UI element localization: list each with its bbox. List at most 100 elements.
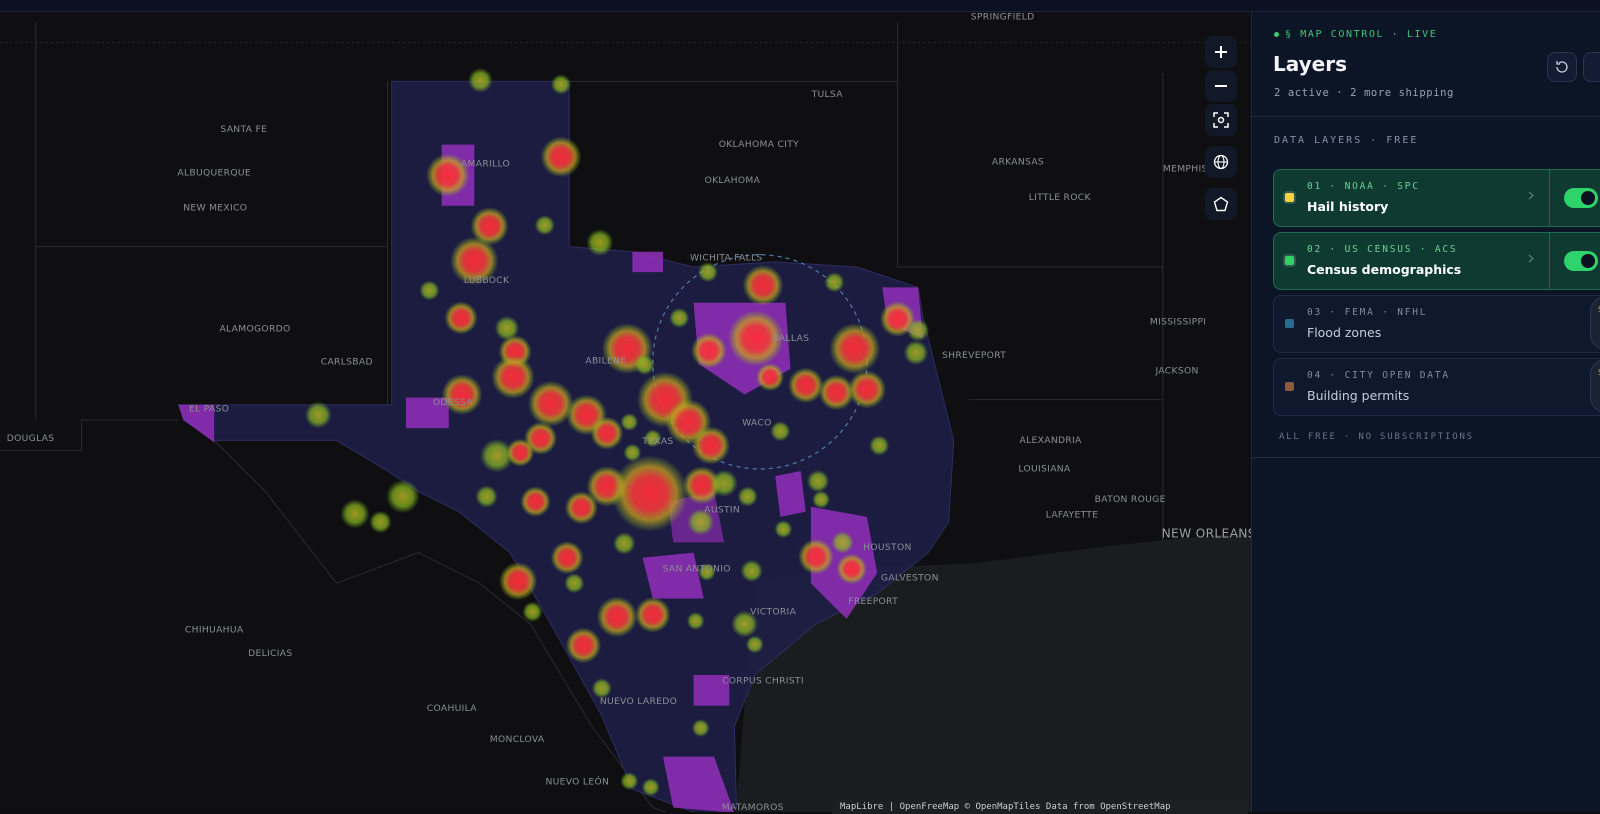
- heat-blob: [869, 435, 890, 456]
- map-label: BATON ROUGE: [1095, 494, 1166, 505]
- heat-blob: [470, 207, 509, 246]
- map-label: MONCLOVA: [490, 734, 545, 745]
- map-label: FREEPORT: [848, 596, 898, 607]
- heat-blob: [641, 778, 660, 797]
- map-label: ABILENE: [585, 355, 626, 366]
- layer-meta: 04 · CITY OPEN DATA: [1307, 370, 1450, 381]
- map-label: TULSA: [811, 89, 844, 100]
- layer-color: [1285, 319, 1294, 328]
- chevron-icon: [1528, 191, 1534, 200]
- map-label: ODESSA: [433, 397, 473, 408]
- panel-title: Layers: [1273, 52, 1347, 76]
- footer-note: ALL FREE · NO SUBSCRIPTIONS: [1279, 432, 1474, 442]
- map-label: AUSTIN: [704, 504, 740, 515]
- heat-blob: [620, 413, 639, 432]
- heat-blob: [687, 508, 715, 536]
- map-label: NUEVO LEÓN: [545, 776, 609, 788]
- heat-blob: [426, 153, 470, 197]
- layer-color: [1285, 193, 1294, 202]
- map: SPRINGFIELD SANTA FE AMARILLO ALBUQUERQUE OK…: [0, 12, 1251, 812]
- divider: [1549, 170, 1550, 226]
- top-bar: [0, 0, 1600, 12]
- heat-blob: [540, 136, 582, 178]
- map-label: LAFAYETTE: [1046, 509, 1099, 520]
- layer-card[interactable]: 04 · CITY OPEN DATA Building permits SOON: [1273, 358, 1600, 416]
- map-label: MEMPHIS: [1163, 164, 1208, 175]
- heat-blob: [479, 438, 514, 473]
- map-label: VICTORIA: [750, 606, 796, 617]
- map-label: MISSISSIPPI: [1150, 317, 1206, 328]
- map-label: TEXAS: [641, 436, 673, 447]
- toggle-knob: [1581, 254, 1595, 268]
- reset-button[interactable]: [1547, 52, 1577, 82]
- heat-blob: [441, 374, 483, 415]
- map-label: DELICIAS: [248, 648, 292, 659]
- heat-blob: [727, 310, 784, 367]
- layer-toggle[interactable]: [1564, 251, 1598, 271]
- heat-blob: [304, 401, 332, 429]
- map-label: WACO: [742, 418, 772, 429]
- layer-name: Census demographics: [1307, 262, 1462, 277]
- layers-panel: § MAP CONTROL · LIVE Layers 2 active · 2…: [1251, 12, 1600, 812]
- map-label: SANTA FE: [220, 124, 267, 135]
- soon-badge: SOON: [1590, 359, 1600, 413]
- map-label: OKLAHOMA: [705, 175, 761, 186]
- divider: [1252, 116, 1600, 117]
- heat-blob: [643, 429, 662, 448]
- fit-button[interactable]: [1205, 104, 1237, 136]
- heat-blob: [444, 301, 478, 335]
- zoom-in-button[interactable]: [1205, 36, 1237, 68]
- heat-blob: [499, 562, 538, 601]
- map-label: JACKSON: [1155, 366, 1199, 377]
- zoom-out-button[interactable]: [1205, 70, 1237, 102]
- heat-blob: [829, 323, 881, 375]
- gulf-water: [735, 532, 1251, 812]
- globe-button[interactable]: [1205, 146, 1237, 178]
- map-label: SPRINGFIELD: [971, 12, 1035, 23]
- map-label: ALAMOGORDO: [219, 324, 290, 335]
- heat-blob: [565, 627, 602, 664]
- layer-card[interactable]: 03 · FEMA · NFHL Flood zones SOON: [1273, 295, 1600, 353]
- copy-button[interactable]: [1583, 52, 1600, 82]
- map-label: GALVESTON: [881, 573, 939, 584]
- soon-badge: SOON: [1590, 296, 1600, 350]
- heat-blob: [450, 236, 499, 286]
- map-label: WICHITA FALLS: [690, 252, 763, 263]
- plus-icon: [1215, 46, 1227, 58]
- layer-toggle[interactable]: [1564, 188, 1598, 208]
- heat-blob: [494, 315, 520, 341]
- map-label: ALEXANDRIA: [1020, 435, 1082, 446]
- heat-blob: [697, 563, 716, 581]
- heat-blob: [903, 340, 929, 366]
- hail-heatmap: [304, 67, 930, 797]
- heat-blob: [824, 272, 845, 293]
- map-label: SHREVEPORT: [942, 350, 1006, 361]
- globe-icon: [1213, 154, 1229, 170]
- heat-blob: [611, 455, 688, 532]
- map-label: LITTLE ROCK: [1029, 192, 1092, 203]
- divider: [1549, 233, 1550, 289]
- heat-blob: [770, 421, 791, 442]
- polygon-button[interactable]: [1205, 188, 1237, 220]
- heat-blob: [634, 354, 655, 376]
- heat-blob: [369, 510, 392, 534]
- heat-blob: [550, 74, 572, 95]
- polygon-icon: [1213, 196, 1229, 212]
- heat-blob: [620, 772, 639, 791]
- map-label: OKLAHOMA CITY: [719, 139, 799, 150]
- heat-blob: [710, 469, 738, 497]
- heat-blob: [756, 363, 785, 392]
- map-label: ARKANSAS: [992, 156, 1044, 167]
- heat-blob: [506, 438, 535, 467]
- map-label: LOUISIANA: [1018, 463, 1071, 474]
- heat-blob: [613, 532, 636, 555]
- layer-card[interactable]: 02 · US CENSUS · ACS Census demographics: [1273, 232, 1600, 290]
- heat-blob: [836, 553, 867, 585]
- heat-blob: [691, 719, 710, 738]
- map-label: LUBBOCK: [464, 275, 510, 286]
- chevron: [1528, 190, 1534, 203]
- map-label: CORPUS CHRISTI: [722, 676, 804, 687]
- layer-meta: 01 · NOAA · SPC: [1307, 181, 1420, 192]
- layer-card[interactable]: 01 · NOAA · SPC Hail history: [1273, 169, 1600, 227]
- map-label: NEW ORLEANS: [1162, 527, 1251, 541]
